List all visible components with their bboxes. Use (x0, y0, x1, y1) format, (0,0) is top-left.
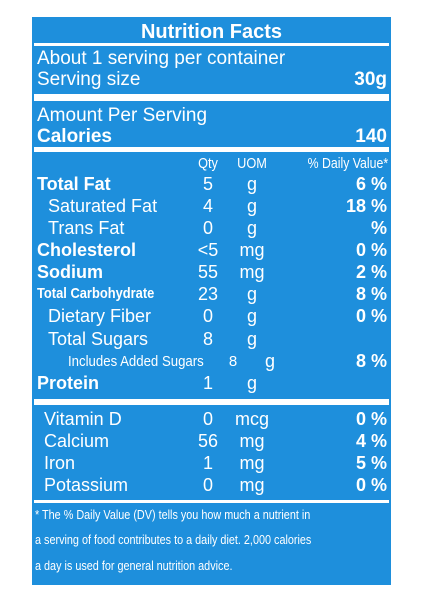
nutrient-uom: g (246, 218, 257, 238)
nutrient-name: Cholesterol (37, 240, 137, 260)
nutrient-dv: 8 % (355, 351, 387, 371)
amount-per-serving: Amount Per Serving (37, 105, 208, 126)
nutrient-qty: 8 (228, 353, 238, 370)
nutrition-facts-label: Nutrition Facts About 1 serving per cont… (32, 17, 391, 585)
calories-label: Calories (37, 126, 112, 147)
thick-divider-3 (34, 399, 389, 405)
nutrient-qty: 0 (202, 306, 213, 326)
nutrient-uom: g (246, 329, 257, 349)
nutrient-dv: 6 % (355, 174, 387, 194)
nutrient-dv: 8 % (355, 284, 387, 304)
nutrient-name: Includes Added Sugars (68, 353, 204, 370)
vitamin-dv: 4 % (355, 431, 387, 451)
serving-size-value: 30g (354, 69, 387, 90)
nutrient-qty: 5 (202, 174, 213, 194)
nutrient-name: Protein (37, 373, 100, 393)
nutrient-qty: <5 (197, 240, 219, 260)
thick-divider-1 (34, 94, 389, 101)
nutrient-name: Dietary Fiber (48, 306, 152, 326)
footnote-line: * The % Daily Value (DV) tells you how m… (35, 508, 311, 522)
nutrient-uom: mg (239, 262, 265, 282)
nutrient-uom: mg (239, 240, 265, 260)
nutrient-qty: 4 (202, 196, 213, 216)
nutrient-qty: 1 (202, 373, 213, 393)
nutrient-name: Total Sugars (48, 329, 149, 349)
nutrient-uom: g (246, 174, 257, 194)
vitamin-uom: mcg (234, 409, 269, 429)
nutrient-name: Trans Fat (48, 218, 125, 238)
vitamin-dv: 0 % (355, 475, 387, 495)
nutrient-qty: 0 (202, 218, 213, 238)
vitamin-uom: mg (239, 431, 265, 451)
nutrient-uom: g (264, 351, 275, 371)
vitamin-dv: 0 % (355, 409, 387, 429)
vitamin-uom: mg (239, 475, 265, 495)
nutrient-uom: g (246, 196, 257, 216)
uom-header: UOM (237, 155, 267, 172)
qty-header: Qty (198, 155, 218, 172)
serving-size-label: Serving size (37, 69, 141, 90)
nutrient-dv: % (370, 218, 387, 238)
vitamin-name: Vitamin D (44, 409, 122, 429)
calories-value: 140 (355, 126, 387, 147)
nutrient-name: Total Carbohydrate (37, 285, 155, 302)
nutrient-dv: 0 % (355, 306, 387, 326)
vitamin-name: Calcium (44, 431, 110, 451)
nutrient-qty: 23 (197, 284, 219, 304)
vitamin-qty: 0 (202, 475, 213, 495)
vitamin-qty: 56 (197, 431, 219, 451)
nutrient-name: Saturated Fat (48, 196, 158, 216)
footnote-divider (34, 500, 389, 503)
servings-per-container: About 1 serving per container (37, 48, 286, 69)
nutrient-qty: 55 (197, 262, 219, 282)
nutrient-dv: 18 % (345, 196, 387, 216)
nutrient-qty: 8 (202, 329, 213, 349)
nutrient-dv: 2 % (355, 262, 387, 282)
vitamin-uom: mg (239, 453, 265, 473)
nutrient-uom: g (246, 284, 257, 304)
nutrient-dv: 0 % (355, 240, 387, 260)
nutrient-name: Sodium (37, 262, 103, 282)
vitamin-name: Iron (44, 453, 76, 473)
footnote-line: a day is used for general nutrition advi… (35, 559, 233, 573)
nutrient-uom: g (246, 306, 257, 326)
label-title: Nutrition Facts (140, 21, 283, 43)
vitamin-name: Potassium (44, 475, 129, 495)
title-divider (34, 43, 389, 46)
daily-value-header: % Daily Value* (307, 155, 388, 172)
nutrient-name: Total Fat (37, 174, 111, 194)
nutrient-uom: g (246, 373, 257, 393)
vitamin-dv: 5 % (355, 453, 387, 473)
thick-divider-2 (34, 147, 389, 152)
vitamin-qty: 1 (202, 453, 213, 473)
footnote-line: a serving of food contributes to a daily… (35, 533, 312, 547)
vitamin-qty: 0 (202, 409, 213, 429)
